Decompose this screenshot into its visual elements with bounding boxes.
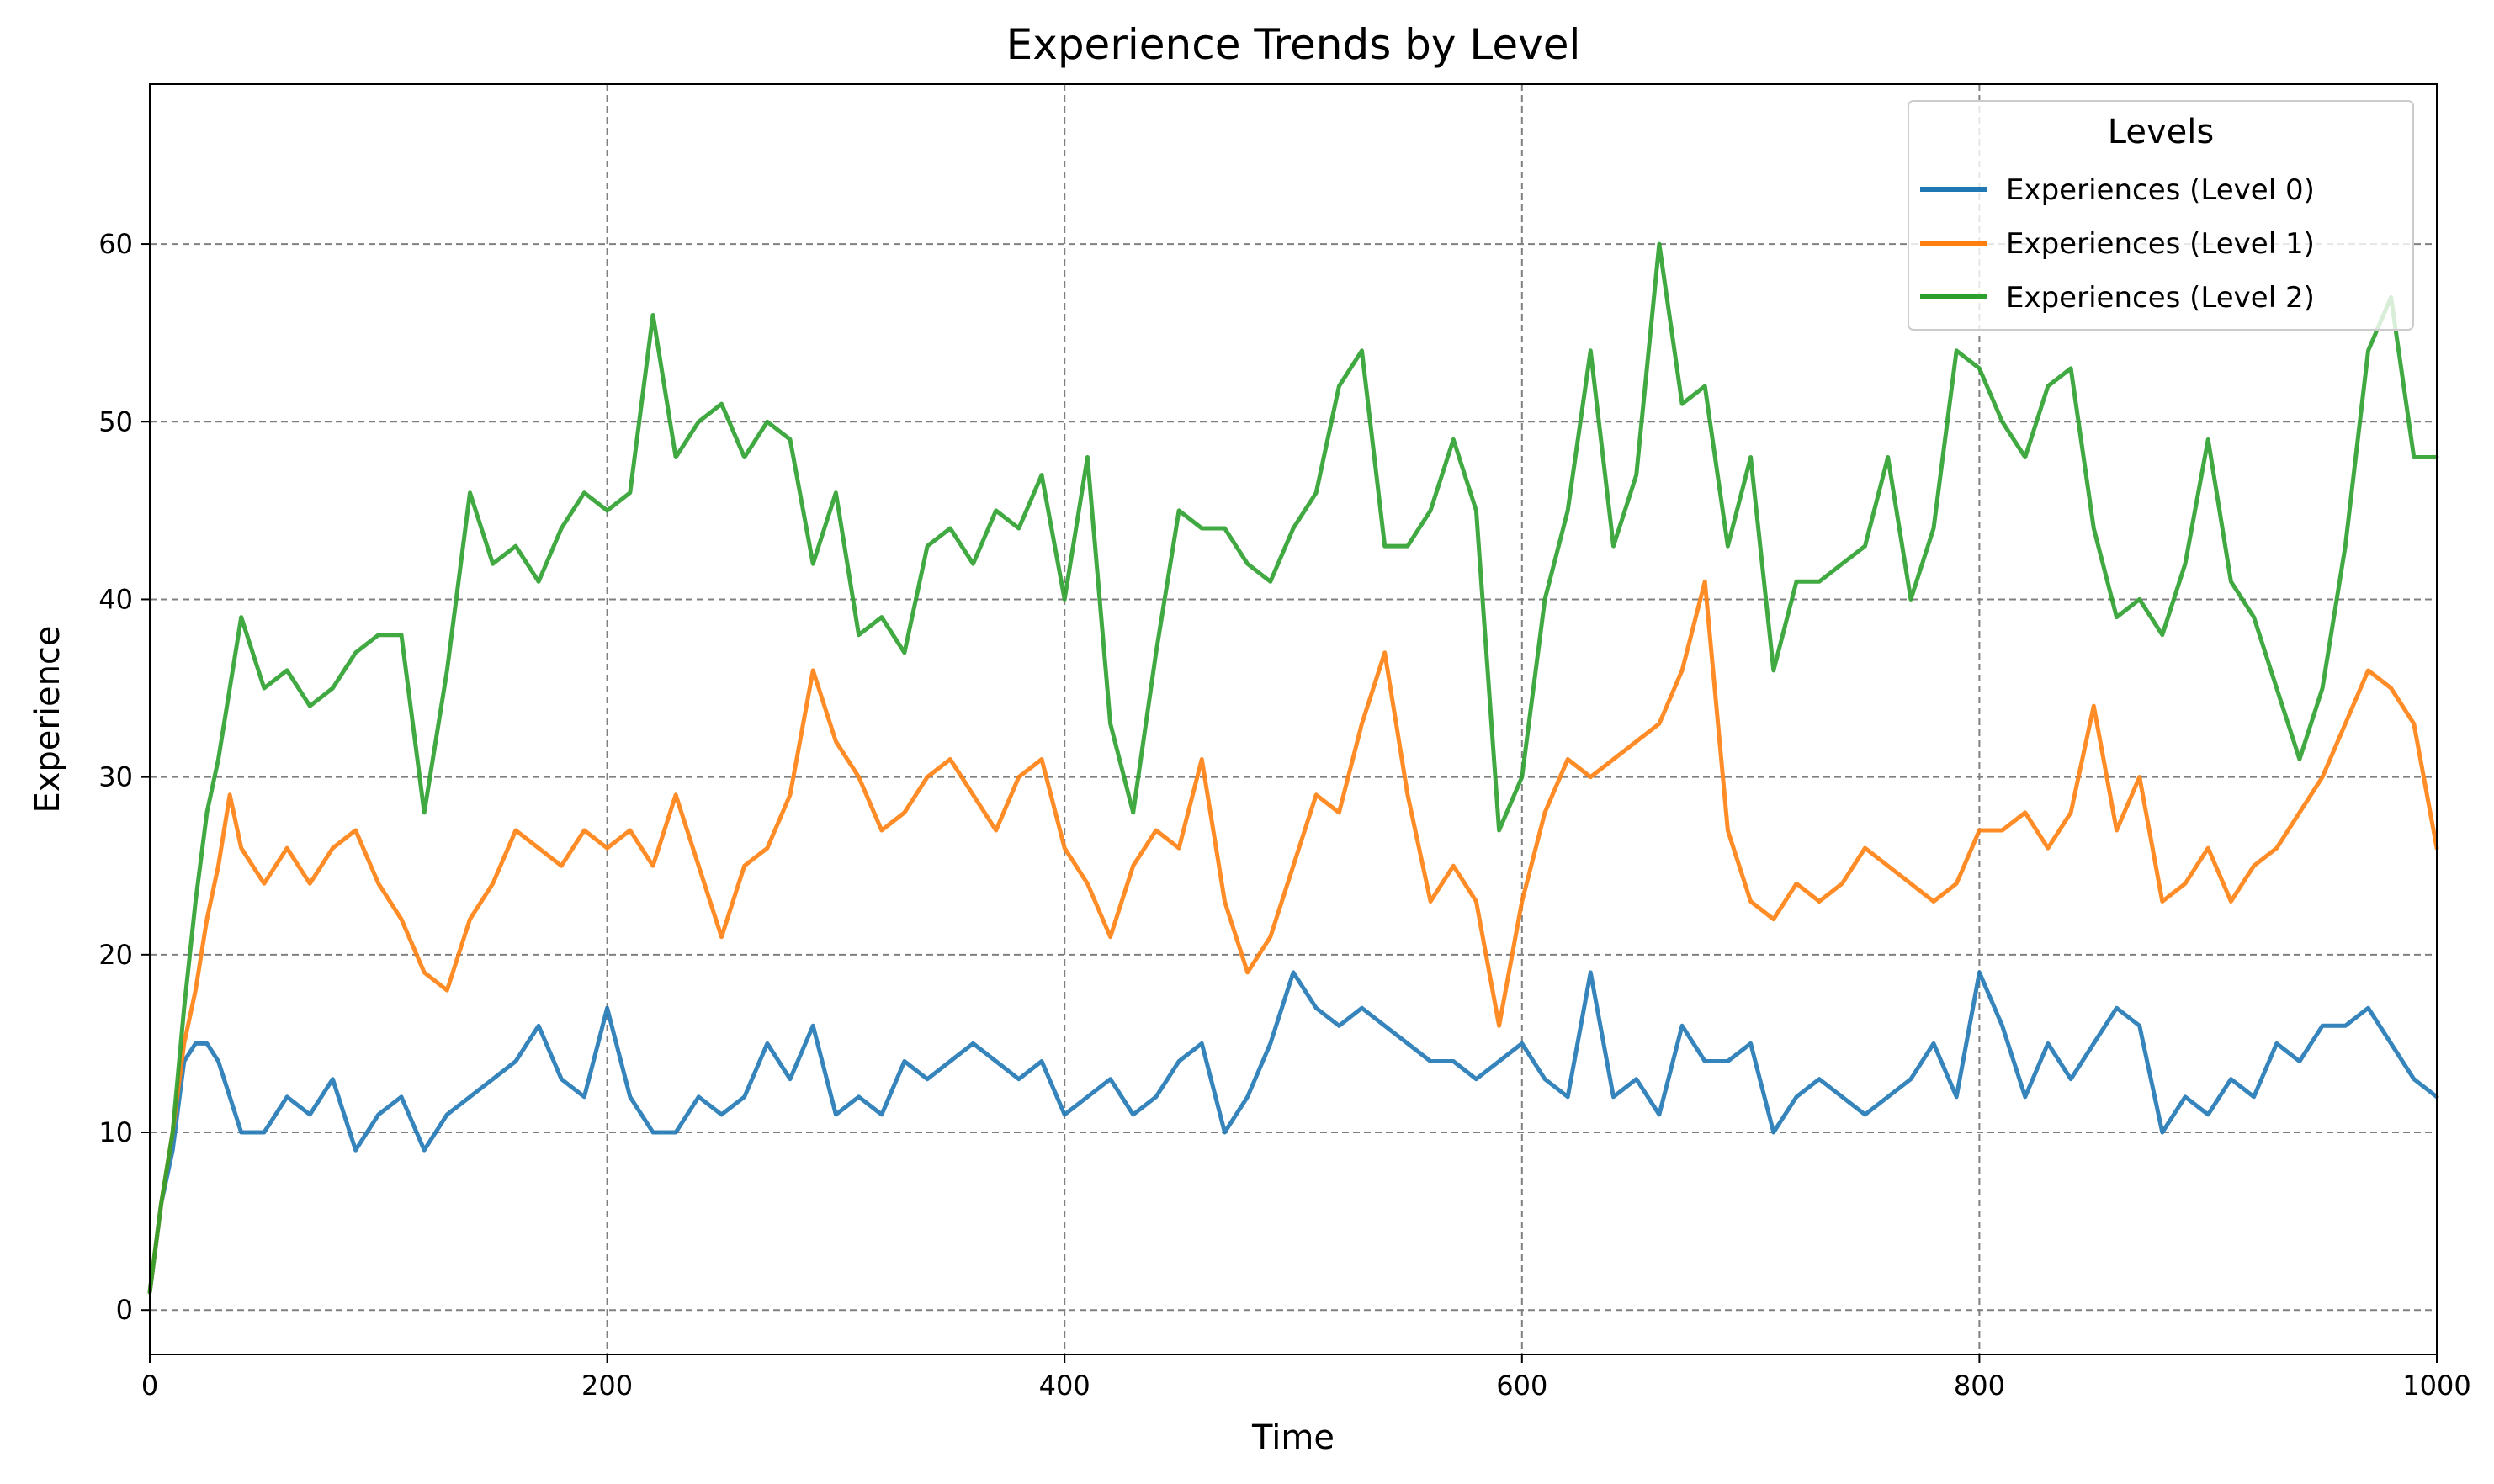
series-lines — [147, 241, 2439, 1295]
series-line-level-0 — [147, 970, 2439, 1295]
legend-label: Experiences (Level 2) — [2006, 281, 2315, 315]
series-line-level-1 — [147, 579, 2439, 1295]
y-tick-label: 60 — [98, 228, 133, 260]
x-tick-label: 600 — [1496, 1370, 1547, 1402]
y-tick-label: 0 — [116, 1294, 133, 1326]
axis-ticks: 0 200 400 600 800 1000 0 10 20 30 40 50 60 — [98, 228, 2470, 1402]
legend-box — [1908, 100, 2414, 331]
y-tick-label: 30 — [98, 761, 133, 793]
x-tick-label: 800 — [1954, 1370, 2005, 1402]
y-axis-title: Experience — [29, 625, 67, 813]
legend-label: Experiences (Level 0) — [2006, 173, 2315, 207]
x-axis-title: Time — [1251, 1418, 1335, 1457]
x-tick-label: 1000 — [2402, 1370, 2470, 1402]
legend-label: Experiences (Level 1) — [2006, 227, 2315, 261]
y-tick-label: 20 — [98, 939, 133, 971]
x-tick-label: 400 — [1039, 1370, 1090, 1402]
legend-title: Levels — [2108, 113, 2214, 151]
legend-items: Experiences (Level 0) Experiences (Level … — [1920, 173, 2315, 315]
series-line-level-2 — [147, 241, 2439, 1295]
x-tick-label: 200 — [581, 1370, 633, 1402]
x-tick-label: 0 — [141, 1370, 158, 1402]
chart-title: Experience Trends by Level — [1006, 20, 1581, 69]
y-tick-label: 50 — [98, 405, 133, 437]
y-tick-label: 10 — [98, 1116, 133, 1148]
legend: Levels Experiences (Level 0)Experiences … — [1908, 100, 2414, 331]
plot-frame — [149, 83, 2438, 1355]
y-tick-label: 40 — [98, 583, 133, 615]
